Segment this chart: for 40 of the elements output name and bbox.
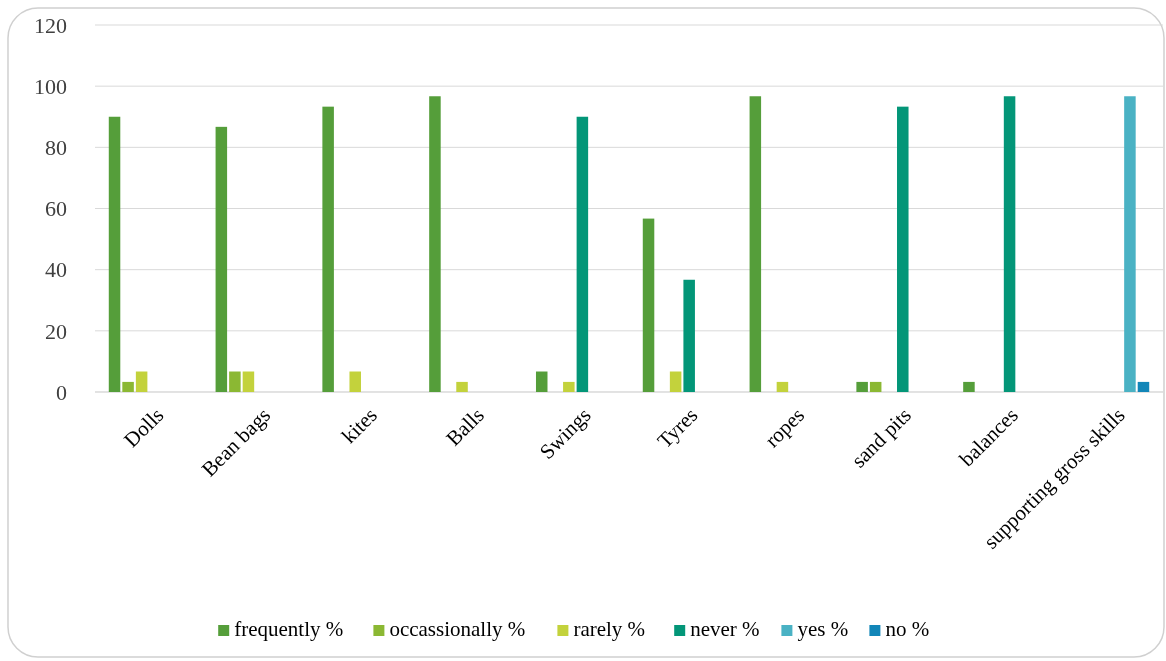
bar	[1003, 96, 1016, 392]
bar	[108, 116, 121, 392]
bar	[1124, 96, 1136, 392]
legend-label: never %	[690, 617, 760, 641]
bar	[776, 381, 789, 392]
legend-label: no %	[885, 617, 930, 641]
bar	[122, 381, 134, 392]
bar	[563, 381, 575, 392]
bar	[215, 126, 228, 392]
bar	[535, 371, 548, 392]
bar	[683, 279, 695, 392]
bar	[897, 106, 909, 392]
legend-label: frequently %	[234, 617, 344, 641]
y-tick-label: 100	[34, 73, 67, 99]
y-tick-label: 0	[56, 379, 67, 405]
bar	[856, 381, 868, 392]
x-tick-label: Bean bags	[196, 402, 276, 482]
legend-label: yes %	[797, 617, 849, 641]
bar	[429, 96, 441, 392]
bar	[229, 371, 241, 392]
bar	[242, 371, 255, 392]
bar	[322, 106, 334, 392]
y-tick-label: 40	[45, 257, 67, 283]
bar	[869, 381, 882, 392]
y-tick-label: 60	[45, 196, 67, 222]
legend-label: occassionally %	[389, 617, 526, 641]
bar	[749, 96, 762, 392]
bar	[456, 381, 468, 392]
bar	[1137, 381, 1150, 392]
bar	[669, 371, 682, 392]
y-tick-label: 120	[34, 12, 67, 38]
legend-label: rarely %	[573, 617, 646, 641]
x-tick-label: kites	[336, 402, 382, 448]
bar	[963, 381, 975, 392]
bar	[135, 371, 148, 392]
y-tick-label: 80	[45, 135, 67, 161]
bar	[349, 371, 361, 392]
bar	[642, 218, 655, 392]
bar	[576, 116, 589, 392]
y-tick-label: 20	[45, 318, 67, 344]
